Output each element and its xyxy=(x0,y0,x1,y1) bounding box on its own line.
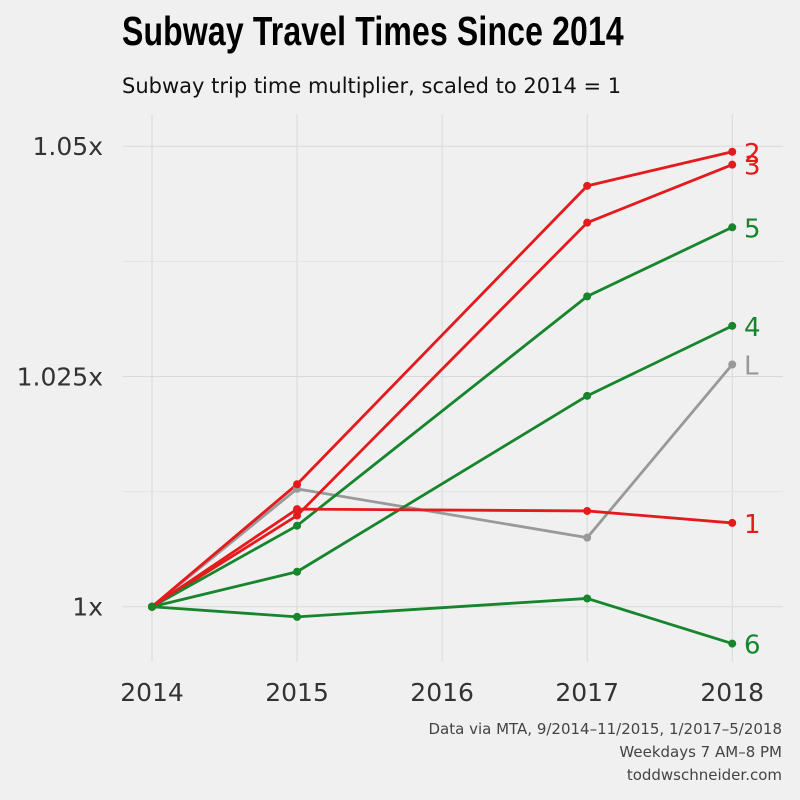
data-point-5 xyxy=(728,223,737,232)
series-line-2 xyxy=(150,150,734,609)
y-tick-label: 1.05x xyxy=(33,132,103,161)
series-line-L xyxy=(150,363,734,609)
series-line-1 xyxy=(150,507,734,609)
data-point-4 xyxy=(583,391,592,400)
series-line-6 xyxy=(150,597,734,645)
series-line-3 xyxy=(150,163,734,609)
data-point-6 xyxy=(148,602,157,611)
x-tick-label: 2017 xyxy=(555,678,619,707)
time-range-caption: Weekdays 7 AM–8 PM xyxy=(619,743,782,761)
data-point-6 xyxy=(728,639,737,648)
data-point-2 xyxy=(293,480,302,489)
data-point-3 xyxy=(583,218,592,227)
chart-title: Subway Travel Times Since 2014 xyxy=(122,8,624,54)
data-point-L xyxy=(728,360,737,369)
data-point-6 xyxy=(293,612,302,621)
chart-subtitle: Subway trip time multiplier, scaled to 2… xyxy=(122,74,622,98)
x-tick-label: 2015 xyxy=(265,678,329,707)
x-tick-label: 2018 xyxy=(700,678,764,707)
data-point-2 xyxy=(728,147,737,156)
data-point-1 xyxy=(583,506,592,515)
data-point-L xyxy=(583,533,592,542)
series-label-1: 1 xyxy=(744,510,761,540)
attribution-caption: toddwschneider.com xyxy=(626,766,782,784)
data-point-1 xyxy=(728,518,737,527)
series-label-L: L xyxy=(744,352,759,382)
series-label-6: 6 xyxy=(744,631,761,661)
series-label-5: 5 xyxy=(744,214,761,244)
series-line-4 xyxy=(150,324,734,609)
series-label-4: 4 xyxy=(744,313,761,343)
series-label-3: 3 xyxy=(744,152,761,182)
data-point-1 xyxy=(293,505,302,514)
series-label-2: 2 xyxy=(744,139,761,169)
x-tick-label: 2014 xyxy=(120,678,184,707)
y-tick-label: 1.025x xyxy=(17,362,103,391)
data-point-5 xyxy=(293,521,302,530)
data-point-3 xyxy=(728,160,737,169)
data-point-4 xyxy=(728,321,737,330)
y-tick-label: 1x xyxy=(72,593,103,622)
data-point-2 xyxy=(583,181,592,190)
data-point-3 xyxy=(293,511,302,520)
x-tick-label: 2016 xyxy=(410,678,474,707)
data-point-4 xyxy=(293,567,302,576)
data-point-5 xyxy=(583,292,592,301)
source-caption: Data via MTA, 9/2014–11/2015, 1/2017–5/2… xyxy=(428,720,783,738)
data-point-6 xyxy=(583,594,592,603)
series-line-5 xyxy=(150,225,734,609)
